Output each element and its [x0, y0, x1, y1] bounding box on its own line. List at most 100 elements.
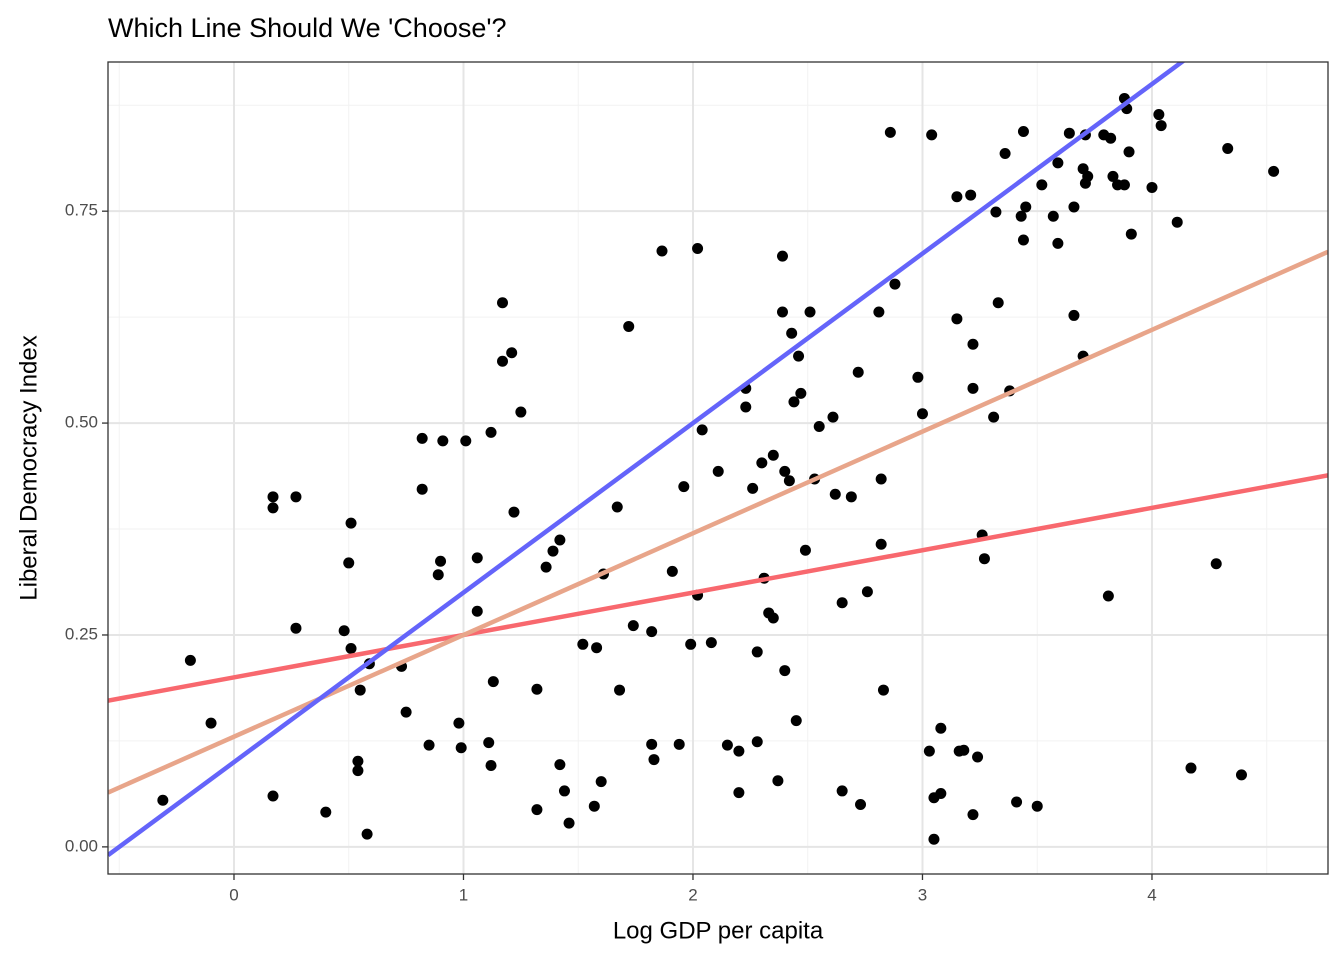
plot-marks: [108, 62, 1328, 857]
point: [767, 612, 779, 624]
fit-line: [108, 62, 1186, 857]
point: [967, 338, 979, 350]
point: [804, 306, 816, 318]
point: [361, 828, 373, 840]
point: [666, 565, 678, 577]
point: [845, 491, 857, 503]
point: [788, 396, 800, 408]
point: [1146, 181, 1158, 193]
point: [999, 148, 1011, 160]
point: [1171, 216, 1183, 228]
point: [577, 638, 589, 650]
point: [923, 745, 935, 757]
y-axis-label: Liberal Democracy Index: [15, 335, 42, 600]
point: [1105, 132, 1117, 144]
point: [1155, 120, 1167, 132]
point: [1123, 146, 1135, 158]
point: [400, 706, 412, 718]
point: [290, 491, 302, 503]
point: [852, 366, 864, 378]
point: [740, 401, 752, 413]
y-tick-label: 0.75: [65, 201, 98, 220]
axes: 0 1 2 3 4 0.00 0.25 0.50 0.75: [65, 201, 1157, 905]
point: [772, 775, 784, 787]
y-tick-label: 0.50: [65, 413, 98, 432]
point: [554, 759, 566, 771]
point: [776, 250, 788, 262]
point: [320, 806, 332, 818]
point: [958, 744, 970, 756]
point: [432, 569, 444, 581]
point: [751, 646, 763, 658]
point: [829, 488, 841, 500]
point: [455, 742, 467, 754]
point: [992, 297, 1004, 309]
point: [1118, 179, 1130, 191]
point: [157, 794, 169, 806]
point: [721, 739, 733, 751]
point: [485, 760, 497, 772]
point: [873, 306, 885, 318]
point: [799, 544, 811, 556]
point: [558, 785, 570, 797]
point: [855, 798, 867, 810]
point: [648, 754, 660, 766]
point: [453, 717, 465, 729]
point: [779, 465, 791, 477]
point: [673, 738, 685, 750]
point: [935, 787, 947, 799]
point: [861, 586, 873, 598]
point: [751, 736, 763, 748]
point: [1210, 558, 1222, 570]
point: [416, 432, 428, 444]
point: [813, 420, 825, 432]
point: [627, 620, 639, 632]
point: [531, 683, 543, 695]
point: [795, 387, 807, 399]
point: [1082, 170, 1094, 182]
point: [884, 126, 896, 138]
point: [988, 411, 1000, 423]
point: [540, 561, 552, 573]
x-tick-label: 3: [918, 885, 927, 904]
point: [747, 482, 759, 494]
point: [1185, 762, 1197, 774]
point: [889, 278, 901, 290]
point: [916, 408, 928, 420]
point: [951, 313, 963, 325]
point: [471, 605, 483, 617]
point: [1036, 179, 1048, 191]
point: [646, 738, 658, 750]
point: [875, 473, 887, 485]
point: [827, 411, 839, 423]
point: [354, 684, 366, 696]
point: [875, 538, 887, 550]
point: [1068, 201, 1080, 213]
point: [1015, 210, 1027, 222]
point: [497, 297, 509, 309]
point: [678, 481, 690, 493]
point: [972, 751, 984, 763]
point: [928, 833, 940, 845]
point: [1047, 210, 1059, 222]
point: [267, 502, 279, 514]
point: [591, 642, 603, 654]
point: [471, 552, 483, 564]
point: [951, 191, 963, 203]
point: [497, 355, 509, 367]
point: [836, 597, 848, 609]
point: [656, 245, 668, 257]
point: [485, 426, 497, 438]
x-tick-label: 1: [459, 885, 468, 904]
point: [338, 625, 350, 637]
point: [1052, 237, 1064, 249]
point: [990, 206, 1002, 218]
point: [935, 722, 947, 734]
point: [733, 787, 745, 799]
point: [508, 506, 520, 518]
point: [1020, 201, 1032, 213]
point: [712, 465, 724, 477]
point: [345, 517, 357, 529]
point: [506, 347, 518, 359]
